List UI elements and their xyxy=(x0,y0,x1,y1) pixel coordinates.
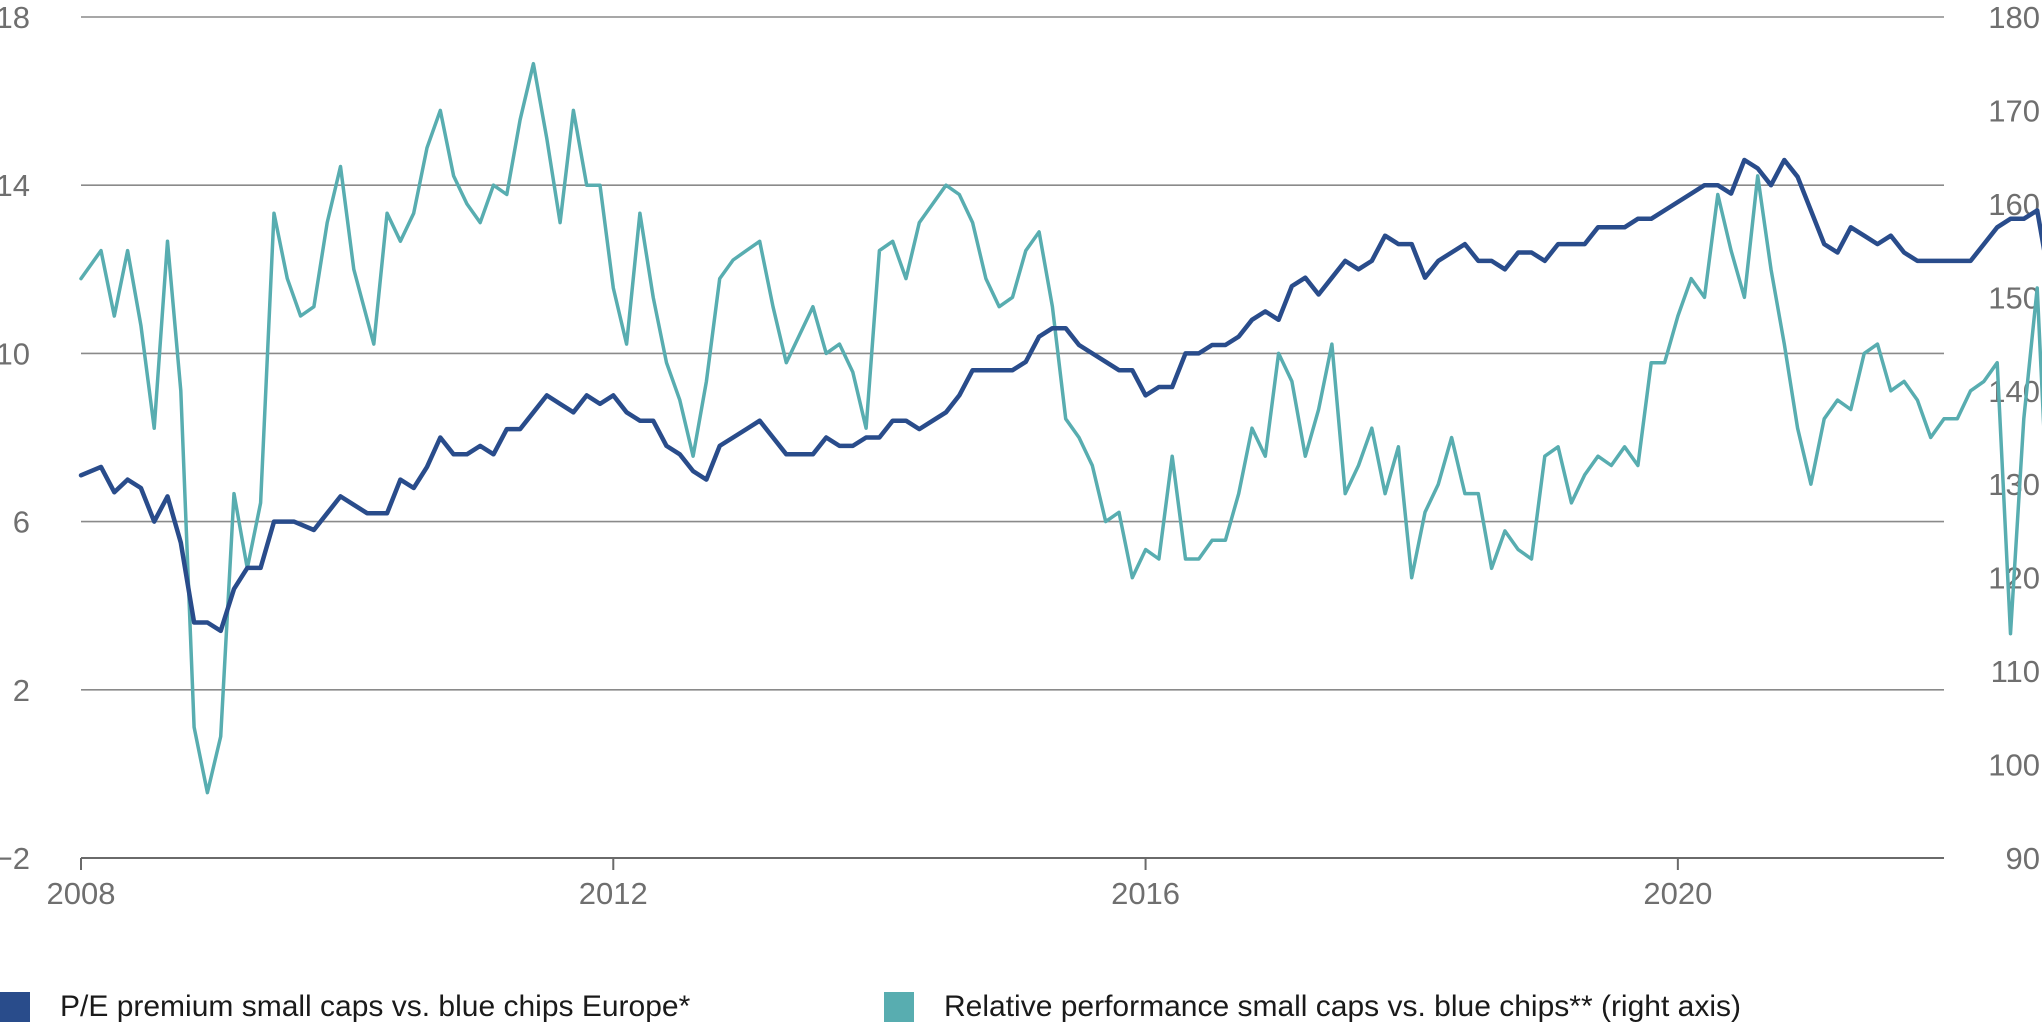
axes: 2008 2012 2016 2020−22610141890100110120130… xyxy=(0,0,2040,911)
y-right-tick-label: 90 xyxy=(2006,841,2040,876)
legend-label-pe: P/E premium small caps vs. blue chips Eu… xyxy=(60,990,691,1023)
series-lines xyxy=(78,61,2042,795)
y-right-tick-label: 140 xyxy=(1988,374,2040,409)
series-line-relative-performance xyxy=(79,61,2042,795)
line-chart: 2008 2012 2016 2020−22610141890100110120130… xyxy=(0,0,2042,911)
y-right-tick-label: 130 xyxy=(1988,467,2040,502)
y-left-tick-label: 14 xyxy=(0,168,30,203)
gridlines xyxy=(81,16,1944,691)
y-right-tick-label: 110 xyxy=(1991,654,2040,689)
y-right-tick-label: 170 xyxy=(1988,93,2040,128)
x-tick-label: 2012 xyxy=(579,876,648,911)
y-right-tick-label: 100 xyxy=(1988,748,2040,783)
x-tick-label: 2008 xyxy=(47,876,116,911)
legend-swatch-relative-performance xyxy=(884,992,914,1022)
y-left-tick-label: 6 xyxy=(13,505,30,540)
legend-label-relative-performance: Relative performance small caps vs. blue… xyxy=(944,990,1741,1023)
x-tick-label: 2016 xyxy=(1111,876,1180,911)
x-tick-label: 2020 xyxy=(1643,876,1712,911)
y-left-tick-label: 10 xyxy=(0,336,30,371)
legend: P/E premium small caps vs. blue chips Eu… xyxy=(0,990,2042,1030)
legend-item-pe: P/E premium small caps vs. blue chips Eu… xyxy=(0,990,690,1024)
y-right-tick-label: 150 xyxy=(1988,280,2040,315)
y-left-tick-label: 18 xyxy=(0,0,30,35)
legend-swatch-pe xyxy=(0,992,30,1022)
series-line-pe-premium xyxy=(78,157,2042,634)
legend-item-relative-performance: Relative performance small caps vs. blue… xyxy=(884,990,1741,1024)
y-left-tick-label: 2 xyxy=(13,673,30,708)
y-right-tick-label: 180 xyxy=(1988,0,2040,35)
y-left-tick-label: −2 xyxy=(0,841,30,876)
